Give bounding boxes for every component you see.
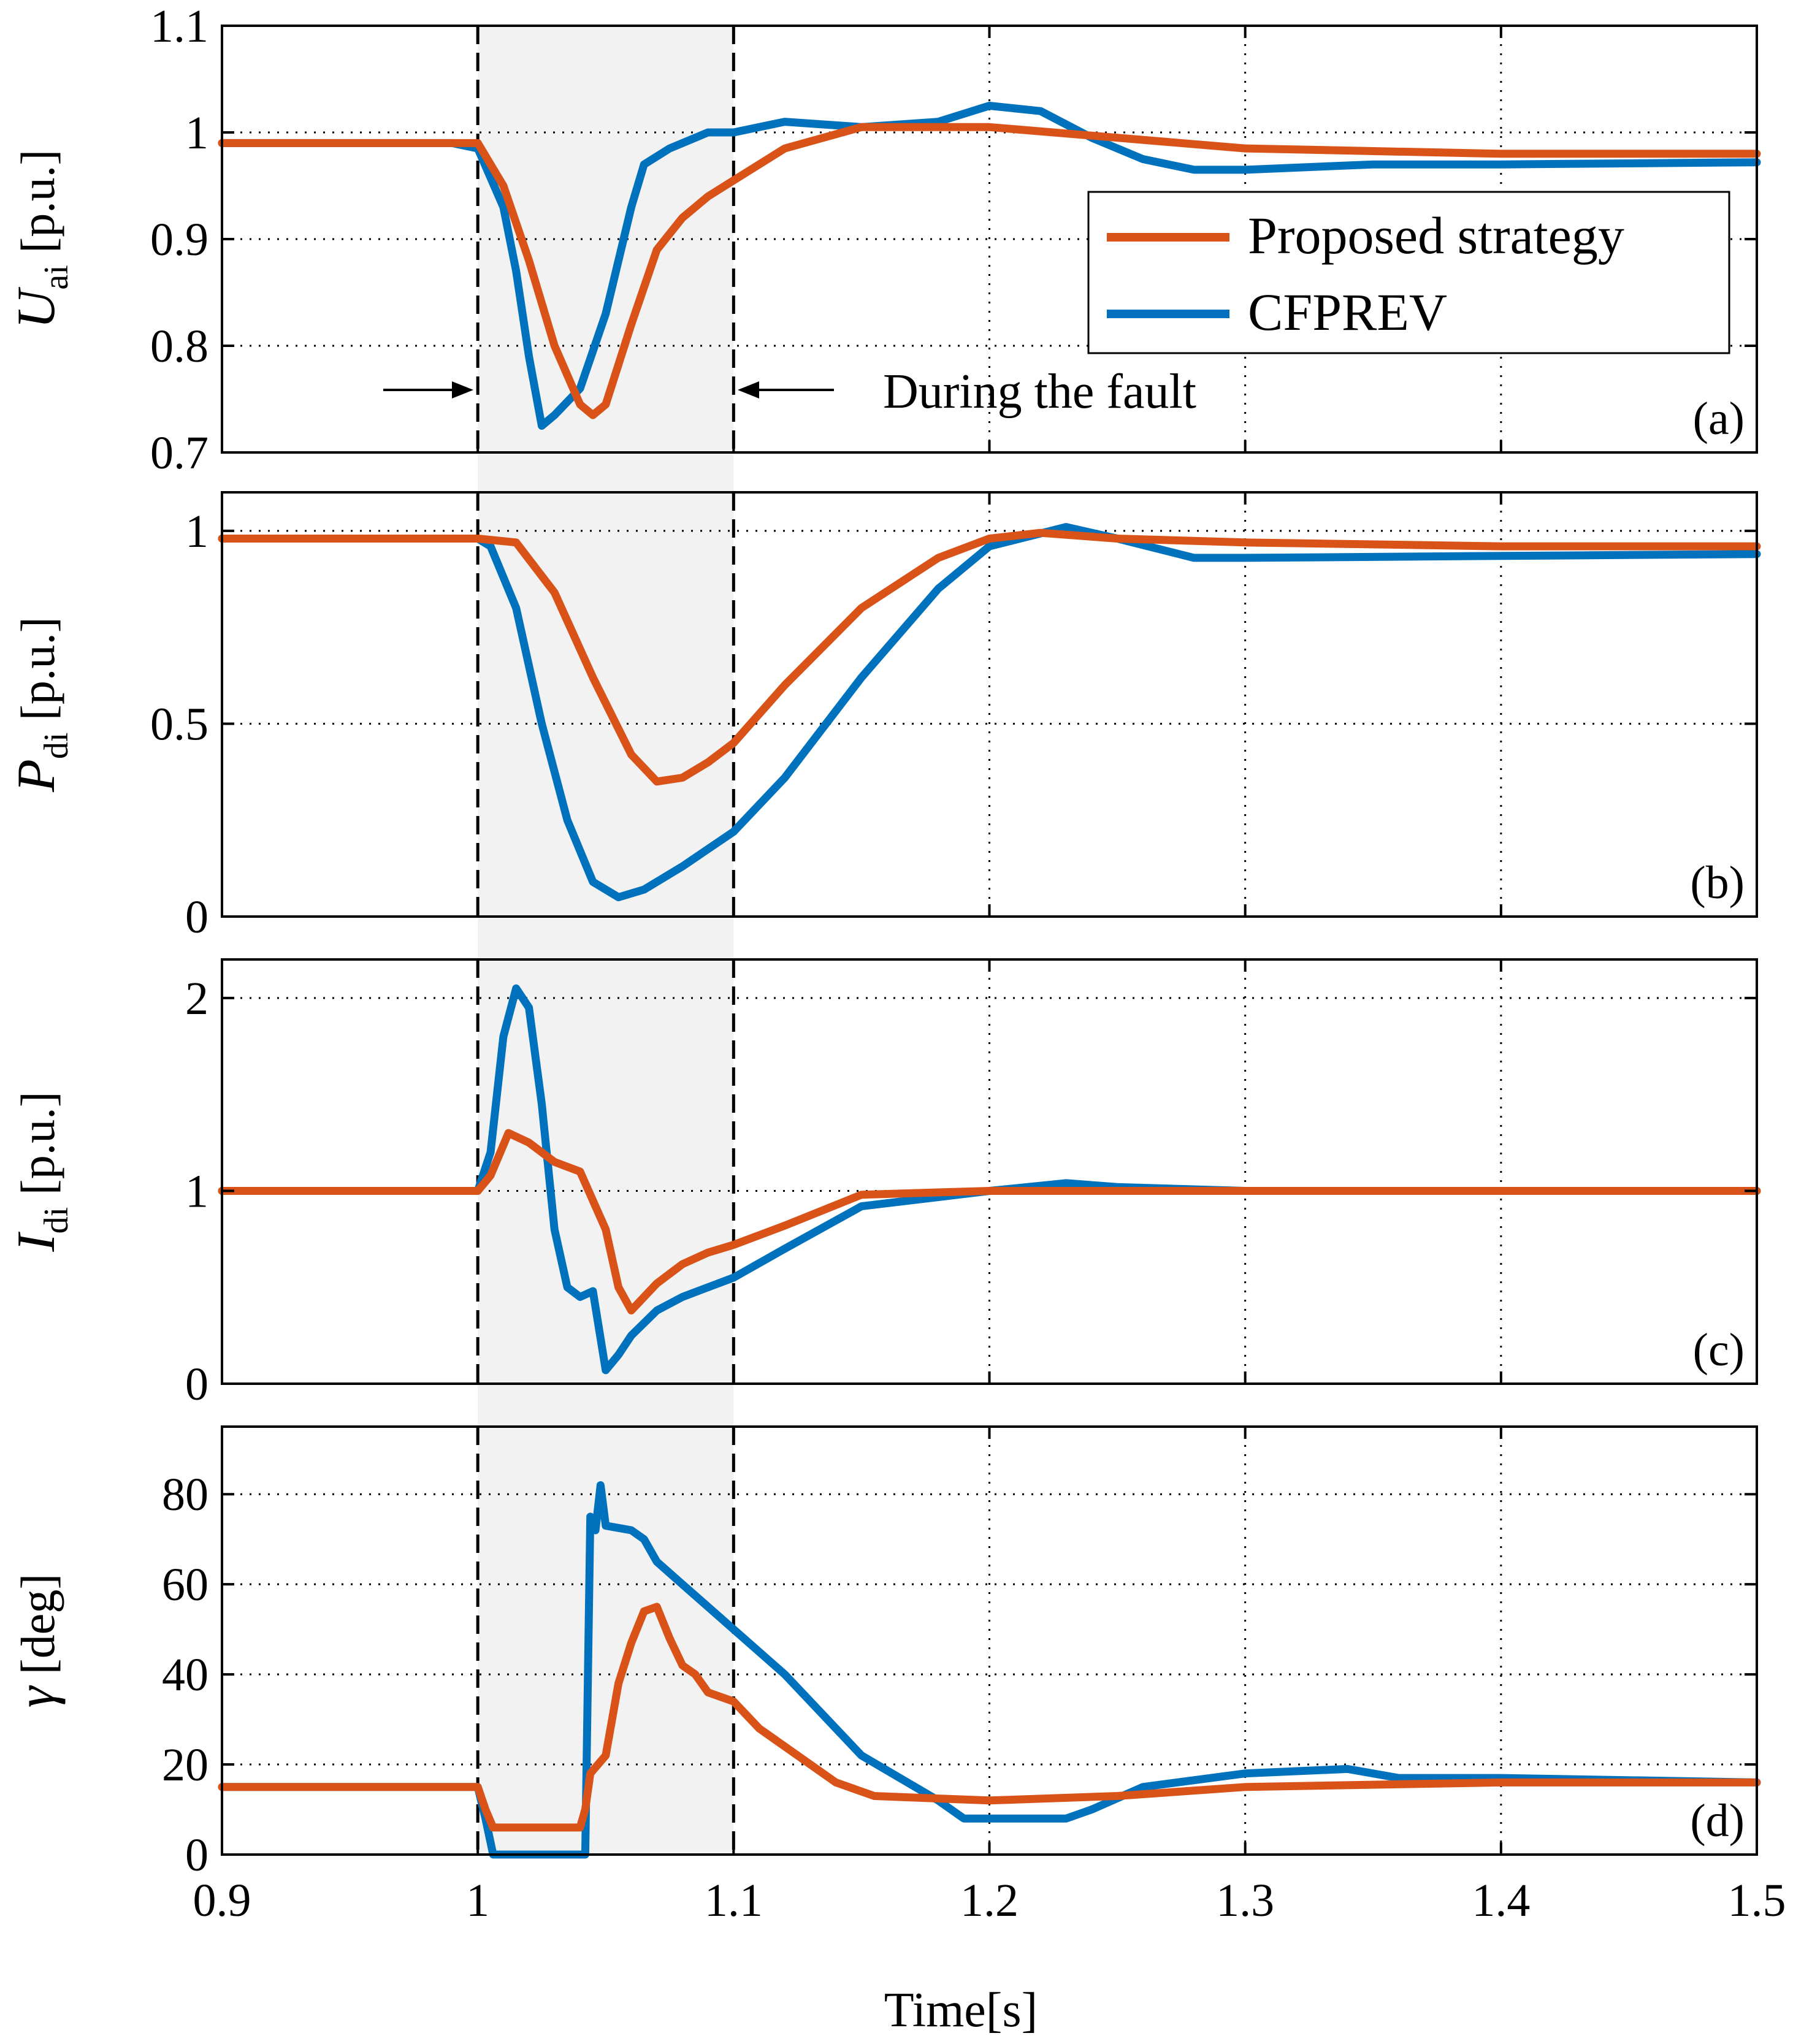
y-axis-label-c: Idi [p.u.] bbox=[7, 1091, 75, 1252]
ytick-label-d-4: 80 bbox=[162, 1469, 208, 1520]
y-axis-unit-b: [p.u.] bbox=[11, 617, 64, 732]
series-line-d-cfprev bbox=[218, 1481, 1761, 1859]
ytick-label-a-3: 1 bbox=[185, 107, 208, 159]
ytick-label-c-2: 2 bbox=[185, 973, 208, 1024]
ytick-label-a-1: 0.8 bbox=[150, 321, 208, 372]
fault-annotation-text: During the fault bbox=[883, 365, 1196, 419]
ytick-label-b-1: 0.5 bbox=[150, 698, 208, 750]
xtick-label-2: 1.1 bbox=[705, 1875, 763, 1926]
xtick-label-3: 1.2 bbox=[960, 1875, 1019, 1926]
fault-arrow-right-head bbox=[738, 381, 759, 399]
ytick-label-c-1: 1 bbox=[185, 1165, 208, 1217]
y-axis-symbol-d: γ bbox=[7, 1685, 66, 1707]
y-axis-label-d: γ [deg] bbox=[7, 1574, 66, 1708]
y-axis-symbol-b: P bbox=[7, 759, 66, 793]
y-axis-unit-c: [p.u.] bbox=[11, 1091, 64, 1207]
xtick-label-0: 0.9 bbox=[193, 1875, 251, 1926]
series-line-b-cfprev bbox=[218, 523, 1761, 901]
xtick-label-1: 1 bbox=[466, 1875, 489, 1926]
fault-arrow-left-head bbox=[452, 381, 473, 399]
ytick-label-c-0: 0 bbox=[185, 1359, 208, 1410]
y-axis-symbol-a: U bbox=[7, 286, 66, 329]
xtick-label-5: 1.4 bbox=[1472, 1875, 1530, 1926]
xtick-label-6: 1.5 bbox=[1728, 1875, 1786, 1926]
xtick-label-4: 1.3 bbox=[1216, 1875, 1274, 1926]
series-line-a-cfprev bbox=[218, 102, 1761, 430]
ylabels-layer: Uai [p.u.]Pdi [p.u.]Idi [p.u.]γ [deg] bbox=[7, 150, 75, 1708]
legend-box bbox=[1087, 191, 1730, 354]
panel-tag-d: (d) bbox=[1690, 1795, 1745, 1847]
ytick-label-d-2: 40 bbox=[162, 1649, 208, 1701]
ytick-label-a-2: 0.9 bbox=[150, 214, 208, 265]
tags-layer: (a) (b) (c) (d) bbox=[1690, 393, 1745, 1847]
fault-shade bbox=[478, 26, 734, 1855]
series-line-c-proposed bbox=[218, 1129, 1761, 1314]
y-axis-symbol-c: I bbox=[7, 1232, 66, 1253]
ytick-label-d-0: 0 bbox=[185, 1829, 208, 1881]
ytick-label-a-4: 1.1 bbox=[150, 1, 208, 52]
fault-annotation: During the fault bbox=[383, 365, 1196, 419]
ytick-label-a-0: 0.7 bbox=[150, 427, 208, 479]
x-axis-label: Time[s] bbox=[884, 1983, 1038, 2037]
panel-tag-b: (b) bbox=[1690, 857, 1745, 909]
y-axis-subscript-b: di bbox=[37, 733, 75, 760]
ytick-label-b-0: 0 bbox=[185, 891, 208, 943]
series-line-c-cfprev bbox=[218, 984, 1761, 1375]
y-axis-unit-a: [p.u.] bbox=[11, 150, 64, 265]
legend-label-cfprev: CFPREV bbox=[1248, 283, 1447, 341]
series-line-d-proposed bbox=[218, 1603, 1761, 1832]
series-line-b-proposed bbox=[218, 528, 1761, 786]
series-line-a-proposed bbox=[218, 123, 1761, 419]
y-axis-label-b: Pdi [p.u.] bbox=[7, 617, 75, 793]
y-axis-unit-d: [deg] bbox=[11, 1574, 64, 1687]
fault-lines bbox=[476, 26, 735, 1855]
panel-tag-a: (a) bbox=[1693, 393, 1745, 444]
panel-tag-c: (c) bbox=[1693, 1324, 1745, 1376]
y-axis-label-a: Uai [p.u.] bbox=[7, 150, 75, 329]
series-layer bbox=[218, 102, 1761, 1859]
legend-label-proposed: Proposed strategy bbox=[1248, 206, 1624, 265]
ytick-label-d-1: 20 bbox=[162, 1739, 208, 1791]
y-axis-subscript-c: di bbox=[37, 1207, 75, 1234]
y-axis-subscript-a: ai bbox=[37, 265, 75, 289]
ytick-label-d-3: 60 bbox=[162, 1559, 208, 1611]
ytick-label-b-2: 1 bbox=[185, 506, 208, 557]
legend: Proposed strategy CFPREV bbox=[1087, 191, 1730, 354]
